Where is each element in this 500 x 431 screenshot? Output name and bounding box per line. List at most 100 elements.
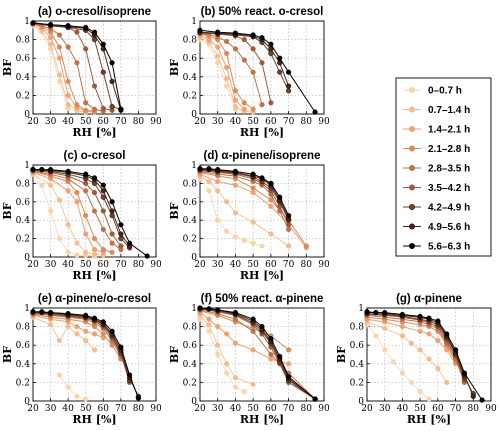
data-point (65, 92, 71, 99)
x-tick-label: 70 (450, 404, 462, 414)
data-point (83, 231, 89, 237)
panel-3: (c) o-cresol 20 30 40 50 60 70 80 90 0 0.2 0.4 0.6 0.… (1, 150, 162, 282)
legend-marker (409, 184, 416, 191)
data-point (47, 182, 54, 188)
series-line (32, 23, 95, 112)
data-point (215, 342, 221, 348)
x-tick-label: 70 (283, 260, 295, 270)
series-line (199, 310, 289, 351)
x-axis-label: RH [%] (240, 126, 284, 139)
y-tick-label: 0.4 (183, 360, 198, 370)
data-point (91, 83, 98, 89)
y-tick-label: 0.6 (183, 54, 198, 64)
data-point (268, 203, 274, 210)
data-point (426, 331, 432, 337)
data-point (100, 319, 106, 325)
data-point (286, 243, 292, 249)
data-point (382, 325, 388, 332)
data-point (250, 219, 256, 225)
y-tick-label: 1 (24, 17, 30, 27)
data-point (91, 208, 98, 214)
data-point (91, 331, 98, 337)
data-point (224, 50, 230, 57)
y-tick-label: 0.2 (16, 235, 30, 245)
x-tick-label: 90 (318, 117, 330, 127)
data-point (215, 188, 221, 194)
data-point (259, 102, 265, 108)
data-point (206, 316, 212, 322)
data-point (215, 53, 221, 59)
y-tick-label: 0 (24, 397, 30, 407)
series-line (32, 23, 113, 111)
data-point (408, 340, 414, 346)
data-point (30, 167, 36, 173)
series-line (199, 307, 316, 400)
data-point (83, 213, 89, 219)
data-point (109, 240, 115, 246)
data-point (232, 210, 239, 216)
data-point (91, 190, 98, 196)
data-point (250, 381, 256, 387)
data-point (250, 171, 256, 177)
data-point (435, 318, 441, 324)
data-point (83, 24, 89, 31)
y-tick-label: 1 (24, 304, 30, 314)
data-point (83, 396, 89, 402)
data-point (268, 180, 274, 187)
series-1 (56, 372, 89, 402)
y-tick-label: 0.8 (183, 36, 198, 46)
data-point (91, 29, 98, 35)
series-6 (30, 167, 124, 249)
x-tick-label: 50 (414, 404, 426, 414)
data-point (241, 36, 247, 43)
legend-label: 4.9–5.6 h (428, 222, 470, 233)
data-point (215, 324, 221, 330)
legend-entry: 2.8–3.5 h (403, 164, 470, 175)
x-tick-label: 20 (194, 404, 206, 414)
y-tick-label: 0 (191, 110, 197, 120)
data-point (74, 102, 80, 108)
data-point (224, 331, 230, 337)
panel-4: (d) α-pinene/isoprene 20 30 40 50 60 70 80 90 0 0.… (168, 150, 330, 282)
data-point (232, 310, 239, 316)
data-point (65, 78, 71, 85)
y-tick-label: 0.2 (16, 378, 30, 388)
data-point (479, 397, 485, 403)
data-point (206, 179, 212, 185)
data-point (250, 69, 256, 75)
data-point (74, 393, 80, 400)
panel-6: (f) 50% react. α-pinene 20 30 40 50 60 70 80 90 0… (168, 293, 330, 426)
data-point (408, 379, 414, 386)
legend-marker (409, 242, 416, 249)
data-point (118, 243, 124, 249)
series-line (32, 22, 122, 111)
data-point (224, 361, 230, 367)
data-point (268, 356, 274, 362)
y-axis-label: BF (335, 346, 348, 363)
series-line (366, 321, 448, 383)
data-point (399, 311, 406, 318)
x-tick-label: 30 (212, 260, 224, 270)
data-point (241, 57, 247, 63)
data-point (39, 167, 45, 173)
series-line (199, 31, 290, 92)
panel-7: (g) α-pinene 20 30 40 50 60 70 80 90 0 0.2 0.4 0.6 0.… (335, 293, 497, 426)
data-point (206, 306, 212, 312)
data-point (206, 322, 212, 328)
series-line (199, 169, 290, 221)
x-tick-label: 80 (301, 404, 313, 414)
data-point (286, 88, 292, 94)
data-point (232, 384, 239, 390)
data-point (277, 69, 283, 75)
series-line (199, 29, 316, 113)
y-tick-label: 0.8 (350, 323, 365, 333)
x-tick-label: 50 (247, 404, 259, 414)
series-line (32, 22, 122, 110)
series-3 (197, 32, 247, 112)
legend-entry: 0.7–1.4 h (403, 105, 470, 116)
x-axis-label: RH [%] (407, 413, 451, 426)
data-point (259, 60, 265, 66)
data-point (232, 168, 239, 175)
series-line (366, 314, 465, 383)
